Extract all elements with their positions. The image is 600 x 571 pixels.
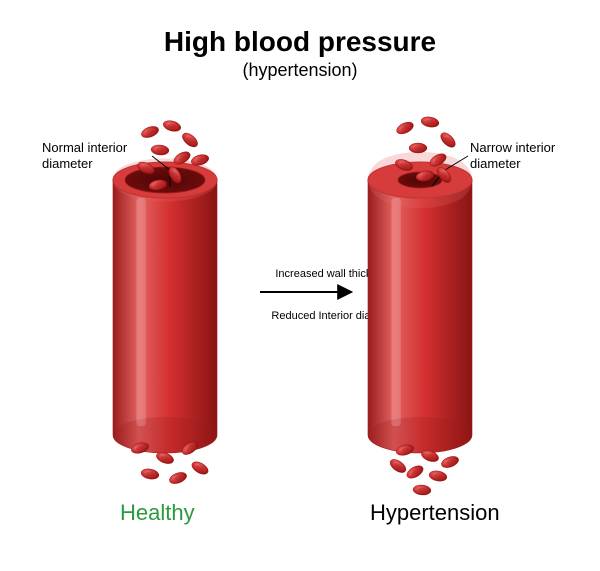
blood-cell (409, 143, 427, 153)
blood-cell (162, 119, 182, 133)
blood-cell (420, 116, 439, 129)
blood-cell (151, 144, 170, 156)
blood-cell (405, 463, 426, 481)
blood-cell (388, 457, 408, 476)
left-caption: Healthy (120, 500, 195, 526)
diagram-svg (0, 0, 600, 571)
blood-cell (140, 124, 160, 140)
blood-cell (440, 454, 460, 470)
blood-cell (190, 459, 211, 477)
right-caption: Hypertension (370, 500, 500, 526)
blood-cell (413, 484, 432, 496)
blood-cell (168, 470, 188, 486)
blood-cell (428, 470, 447, 483)
blood-cell (180, 130, 200, 149)
blood-cell (140, 468, 159, 481)
blood-cell (438, 130, 458, 150)
healthy-vessel (113, 162, 217, 453)
blood-cell (395, 120, 416, 137)
hypertension-vessel (368, 162, 472, 453)
